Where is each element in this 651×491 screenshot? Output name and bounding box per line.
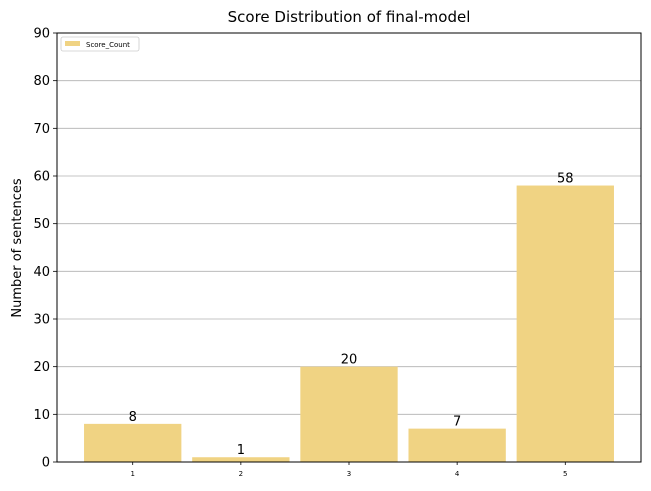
x-tick-label: 2 [239, 470, 243, 478]
y-tick-label: 20 [33, 360, 50, 375]
x-tick-label: 4 [455, 470, 460, 478]
chart-title: Score Distribution of final-model [228, 8, 471, 26]
data-label: 1 [237, 443, 245, 458]
bar-1 [84, 423, 182, 462]
y-tick-label: 60 [33, 170, 50, 185]
y-tick-label: 80 [33, 74, 50, 89]
data-labels: 8 1 20 7 58 [129, 172, 574, 459]
data-label: 20 [341, 353, 358, 368]
y-tick-label: 70 [33, 122, 50, 137]
y-tick-label: 40 [33, 265, 50, 280]
bar-5 [516, 185, 614, 463]
y-tick-label: 30 [33, 313, 50, 328]
legend-swatch [65, 41, 80, 46]
bar-3 [300, 366, 398, 462]
x-tick-label: 1 [130, 470, 134, 478]
legend-frame [60, 36, 140, 52]
data-label: 8 [129, 410, 137, 425]
y-tick-label: 10 [33, 408, 50, 423]
y-axis-ticks: 0 10 20 30 40 50 60 70 80 90 [33, 27, 57, 471]
legend-label: Score_Count [86, 41, 130, 49]
bars [84, 185, 614, 463]
y-tick-label: 50 [33, 217, 50, 232]
x-axis-ticks: 1 2 3 4 5 [130, 462, 568, 478]
legend: Score_Count [60, 36, 140, 52]
data-label: 58 [557, 172, 574, 187]
grid-lines [57, 80, 641, 415]
y-tick-label: 90 [33, 27, 50, 42]
x-tick-label: 5 [563, 470, 567, 478]
x-tick-label: 3 [347, 470, 351, 478]
data-label: 7 [453, 415, 461, 430]
y-axis-label: Number of sentences [10, 178, 25, 318]
bar-2 [192, 457, 290, 462]
bar-4 [408, 428, 506, 462]
y-tick-label: 0 [42, 456, 50, 471]
